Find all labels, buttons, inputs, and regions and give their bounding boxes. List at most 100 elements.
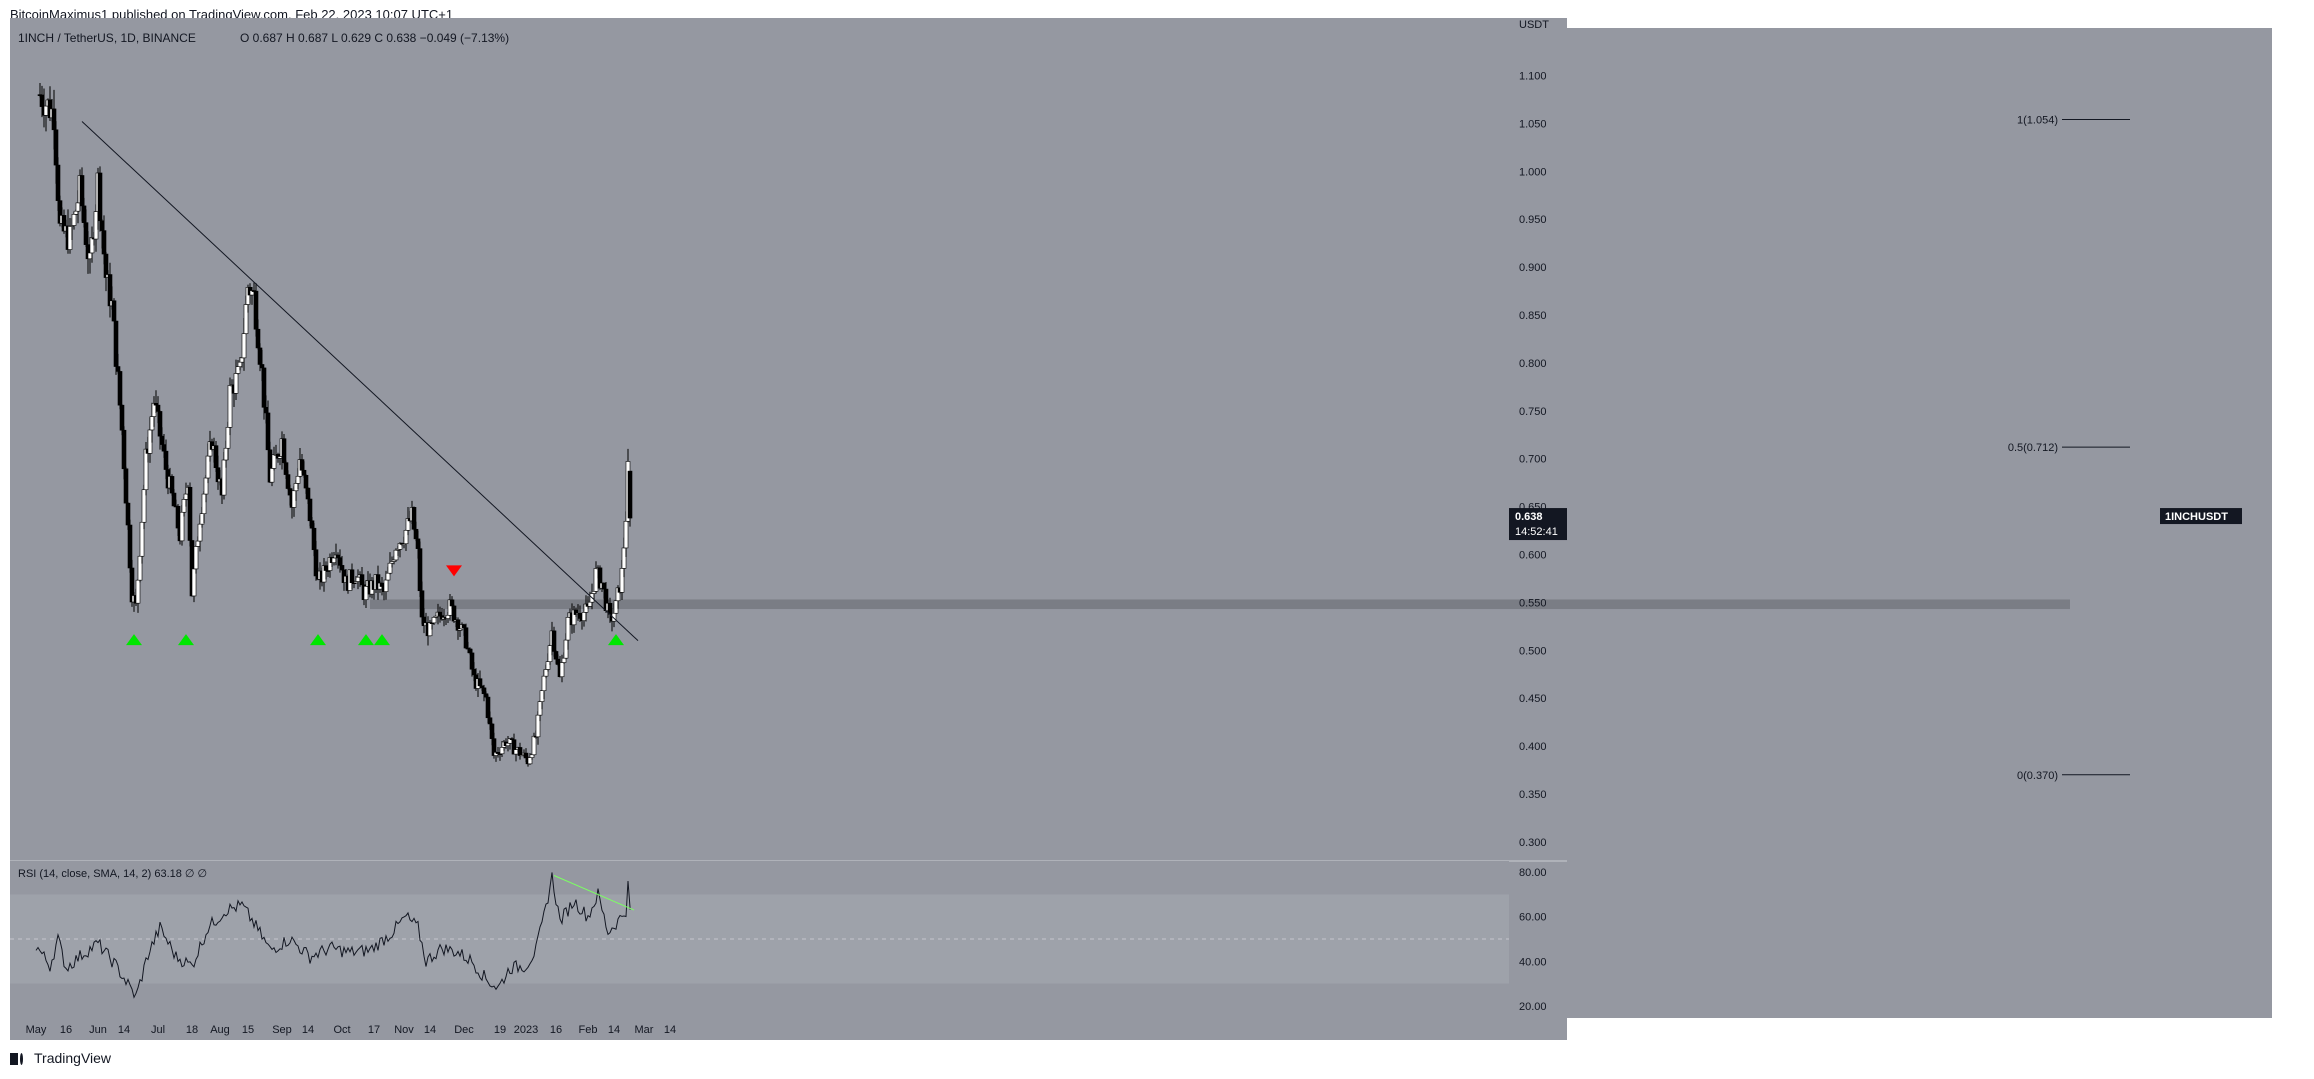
- candle-body: [117, 371, 123, 406]
- price-tick-label: 0.350: [1519, 789, 1547, 801]
- time-tick-label: 14: [118, 1024, 130, 1036]
- candle-body: [601, 582, 607, 590]
- time-tick-label: 14: [424, 1024, 436, 1036]
- candle-body: [259, 364, 265, 369]
- candle-body: [403, 529, 409, 545]
- candle-body: [281, 438, 287, 463]
- ohlc-legend: O 0.687 H 0.687 L 0.629 C 0.638 −0.049 (…: [240, 31, 509, 45]
- fib-level-label: 1(1.054): [2017, 115, 2058, 127]
- rsi-divergence-line: [553, 875, 635, 911]
- time-tick-label: Mar: [635, 1024, 654, 1036]
- candle-body: [427, 622, 433, 637]
- candle-body: [269, 468, 275, 483]
- candle-body: [463, 627, 469, 649]
- price-tick-label: 0.900: [1519, 262, 1547, 274]
- candle-body: [227, 385, 233, 428]
- candle-body: [467, 648, 473, 654]
- candle-body: [335, 554, 341, 558]
- candle-body: [193, 546, 199, 570]
- candle-body: [261, 367, 267, 408]
- candle-body: [301, 469, 307, 476]
- candle-body: [539, 690, 545, 702]
- candle-body: [305, 487, 311, 500]
- candle-body: [581, 612, 587, 621]
- candle-body: [309, 520, 315, 529]
- price-tick-label: 0.800: [1519, 358, 1547, 370]
- candle-body: [43, 105, 49, 116]
- candle-body: [139, 521, 145, 557]
- candle-body: [67, 226, 73, 250]
- candle-body: [195, 540, 201, 547]
- time-tick-label: 17: [368, 1024, 380, 1036]
- rsi-legend: RSI (14, close, SMA, 14, 2) 63.18 ∅ ∅: [18, 868, 207, 880]
- candle-body: [87, 252, 93, 260]
- candle-body: [593, 568, 599, 592]
- support-bounce-marker: [374, 634, 390, 646]
- candle-body: [471, 668, 477, 676]
- candle-body: [223, 447, 229, 461]
- candle-body: [51, 108, 57, 131]
- price-tick-label: 0.950: [1519, 214, 1547, 226]
- candle-body: [379, 582, 385, 587]
- candle-body: [257, 347, 263, 365]
- candle-body: [83, 222, 89, 245]
- candle-body: [125, 502, 131, 526]
- candle-body: [73, 210, 79, 215]
- time-tick-label: Jul: [151, 1024, 165, 1036]
- candle-body: [241, 333, 247, 359]
- candle-body: [137, 555, 143, 581]
- rsi-line: [35, 872, 631, 999]
- price-tick-label: 0.450: [1519, 693, 1547, 705]
- candle-body: [499, 747, 505, 755]
- candle-body: [383, 579, 389, 592]
- candle-body: [451, 605, 457, 622]
- candle-body: [531, 735, 537, 756]
- candle-body: [287, 488, 293, 496]
- candle-body: [53, 129, 59, 166]
- rsi-tick-label: 80.00: [1519, 867, 1547, 879]
- fib-level-label: 0(0.370): [2017, 770, 2058, 782]
- candle-body: [155, 404, 161, 412]
- price-tick-label: 0.500: [1519, 645, 1547, 657]
- time-tick-label: 14: [664, 1024, 676, 1036]
- candle-body: [527, 757, 533, 765]
- candle-body: [295, 475, 301, 484]
- candle-body: [445, 614, 451, 619]
- support-bounce-marker: [310, 634, 326, 646]
- footer-brand: TradingView: [34, 1050, 112, 1066]
- candle-body: [243, 304, 249, 334]
- candle-body: [517, 747, 523, 756]
- currency-label: USDT: [1519, 19, 1549, 31]
- candle-body: [179, 511, 185, 542]
- candle-body: [135, 579, 141, 604]
- tradingview-footer[interactable]: TradingView: [10, 1046, 111, 1070]
- candle-body: [537, 701, 543, 716]
- time-tick-label: Jun: [89, 1024, 107, 1036]
- candle-body: [587, 601, 593, 607]
- price-tick-label: 1.100: [1519, 70, 1547, 82]
- candle-body: [283, 462, 289, 475]
- candle-body: [565, 617, 571, 641]
- candle-body: [253, 290, 259, 330]
- candle-body: [311, 527, 317, 551]
- candle-body: [415, 538, 421, 549]
- price-tick-label: 1.000: [1519, 166, 1547, 178]
- candle-body: [541, 675, 547, 692]
- price-tag-countdown: 14:52:41: [1515, 526, 1558, 538]
- candle-body: [303, 475, 309, 489]
- candle-body: [115, 366, 121, 372]
- candle-body: [255, 328, 261, 349]
- candle-body: [291, 490, 297, 508]
- candle-body: [103, 253, 109, 278]
- candle-body: [225, 427, 231, 449]
- candle-body: [141, 489, 147, 523]
- candle-body: [99, 220, 105, 231]
- price-tick-label: 0.850: [1519, 310, 1547, 322]
- price-tick-label: 1.050: [1519, 118, 1547, 130]
- candle-body: [349, 569, 355, 584]
- candle-body: [545, 661, 551, 670]
- candle-body: [299, 459, 305, 471]
- candle-body: [363, 586, 369, 601]
- candle-body: [169, 476, 175, 494]
